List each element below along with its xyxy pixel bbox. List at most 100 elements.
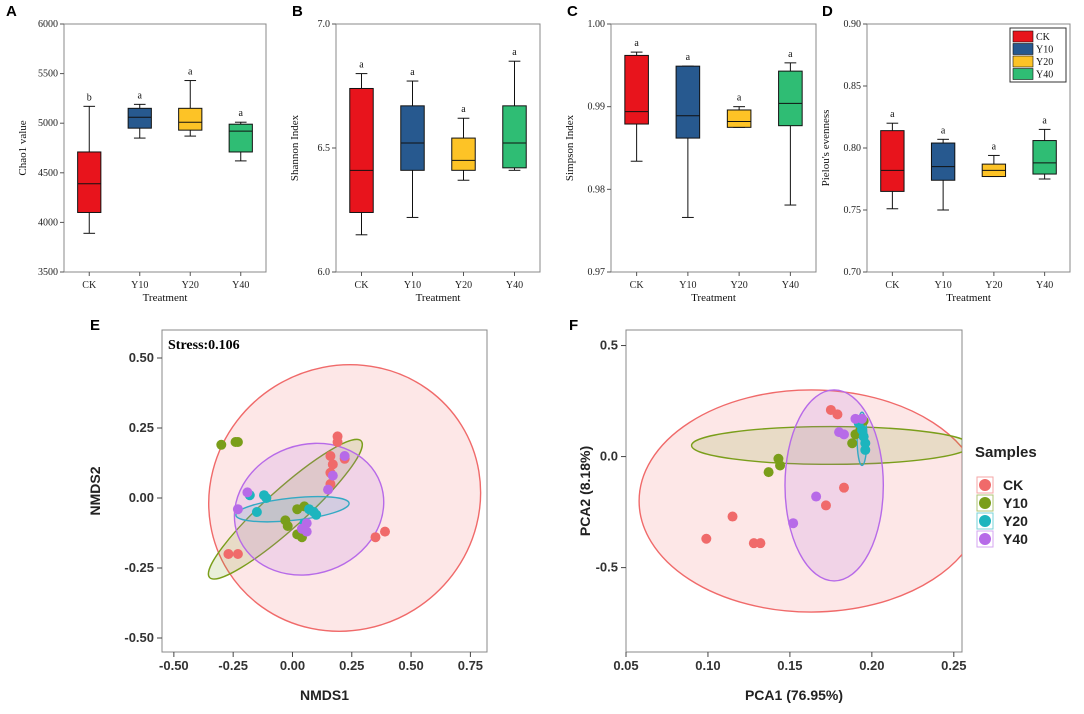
x-tick-label: 0.25	[941, 658, 966, 673]
x-tick-label: -0.25	[218, 658, 248, 673]
box-panel-d: D 0.70 0.75 0.80 0.85 0.90 a CK a Y10 a Y20 a Y40 Trea…	[820, 3, 1071, 304]
x-tick-label: Y20	[182, 280, 199, 291]
legend-key-frame	[976, 494, 994, 512]
sample-point-y10	[763, 467, 774, 478]
legend-key-frame	[976, 512, 994, 530]
legend-marker-y40	[979, 533, 991, 545]
legend-label: Y10	[1003, 495, 1028, 511]
y-tick-label: 5000	[38, 118, 58, 129]
y-tick-label: -0.5	[596, 560, 618, 575]
legend-key-frame	[976, 476, 994, 494]
confidence-ellipse-y40	[784, 389, 885, 582]
sample-point-y40	[811, 491, 822, 502]
legend-label: Y40	[1003, 531, 1028, 547]
sample-point-ck	[332, 431, 343, 442]
legend-label: CK	[1036, 32, 1051, 43]
y-tick-label: 0.0	[600, 449, 618, 464]
x-tick-label: Y40	[1036, 280, 1053, 291]
significance-letter: a	[1042, 115, 1047, 126]
legend-swatch-y10	[1012, 43, 1034, 55]
sample-point-y10	[232, 437, 243, 447]
x-tick-label: 0.10	[695, 658, 720, 673]
x-axis-title: PCA1 (76.95%)	[745, 687, 843, 703]
box-y10	[930, 142, 956, 181]
significance-letter: a	[941, 125, 946, 136]
sample-point-ck	[755, 538, 766, 549]
legend-label: CK	[1003, 477, 1023, 493]
x-tick-label: 0.50	[398, 658, 423, 673]
sample-point-y40	[232, 504, 243, 515]
x-tick-label: 0.00	[280, 658, 305, 673]
y-tick-label: 6000	[38, 19, 58, 30]
box-y40	[1032, 140, 1057, 175]
x-tick-label: Y20	[731, 280, 748, 291]
y-tick-label: 0.50	[129, 350, 154, 365]
legend-marker-y20	[979, 515, 991, 527]
sample-point-ck	[838, 482, 849, 493]
significance-letter: a	[461, 104, 466, 115]
box-y40	[228, 123, 253, 153]
box-y20	[451, 137, 476, 171]
sample-point-y40	[838, 429, 849, 440]
x-tick-label: 0.15	[777, 658, 802, 673]
box-panel-c: C 0.97 0.98 0.99 1.00 a CK a Y10 a Y20 a Y40 Treatmen…	[564, 3, 817, 304]
box-y10	[400, 105, 425, 171]
x-tick-label: 0.05	[613, 658, 638, 673]
sample-point-ck	[327, 459, 338, 470]
y-tick-label: 4500	[38, 168, 58, 179]
panel-label: A	[6, 3, 17, 20]
sample-point-ck	[379, 526, 390, 537]
y-axis-title: Pielou's evenness	[820, 110, 832, 187]
sample-point-y10	[847, 438, 858, 449]
stress-annotation: Stress:0.106	[168, 338, 240, 353]
x-tick-label: 0.20	[859, 658, 884, 673]
legend-swatch-ck	[1012, 30, 1034, 43]
significance-letter: a	[737, 93, 742, 104]
sample-point-y40	[339, 451, 350, 461]
sample-point-y40	[788, 518, 799, 529]
x-tick-label: Y20	[985, 280, 1002, 291]
panel-label: B	[292, 3, 303, 20]
y-tick-label: 0.97	[588, 267, 606, 278]
y-tick-label: 0.85	[844, 81, 862, 92]
y-tick-label: 0.90	[844, 19, 862, 30]
y-tick-label: 7.0	[318, 19, 331, 30]
x-tick-label: CK	[82, 280, 97, 291]
sample-point-ck	[701, 533, 712, 544]
legend-label: Y20	[1036, 57, 1053, 68]
panel-label: E	[90, 317, 100, 334]
sample-point-y20	[311, 509, 322, 520]
box-y20	[178, 107, 203, 131]
y-tick-label: 4000	[38, 217, 58, 228]
sample-point-y20	[261, 493, 272, 503]
significance-letter: a	[634, 38, 639, 49]
legend-marker-ck	[979, 479, 991, 491]
box-ck	[624, 54, 649, 125]
plot-frame	[63, 23, 267, 273]
significance-letter: a	[788, 49, 793, 60]
sample-point-ck	[232, 549, 243, 559]
plot-frame	[610, 23, 817, 273]
sample-point-ck	[832, 409, 843, 420]
significance-letter: b	[87, 92, 92, 103]
y-tick-label: 0.99	[588, 102, 606, 113]
significance-letter: a	[239, 108, 244, 119]
panel-label: C	[567, 3, 578, 20]
x-tick-label: CK	[630, 280, 645, 291]
y-tick-label: 0.80	[844, 143, 862, 154]
plot-frame	[625, 329, 963, 653]
confidence-ellipse-ck	[638, 389, 962, 613]
sample-point-y40	[301, 526, 312, 537]
y-tick-label: 5500	[38, 69, 58, 80]
x-axis-title: Treatment	[143, 292, 188, 304]
sample-point-y10	[216, 439, 227, 450]
legend-swatch-y40	[1012, 68, 1034, 80]
sample-point-y40	[242, 487, 253, 498]
y-tick-label: 0.25	[129, 420, 154, 435]
sample-point-ck	[727, 511, 738, 522]
x-tick-label: 0.75	[458, 658, 483, 673]
significance-letter: a	[410, 67, 415, 78]
sample-point-ck	[820, 500, 831, 511]
